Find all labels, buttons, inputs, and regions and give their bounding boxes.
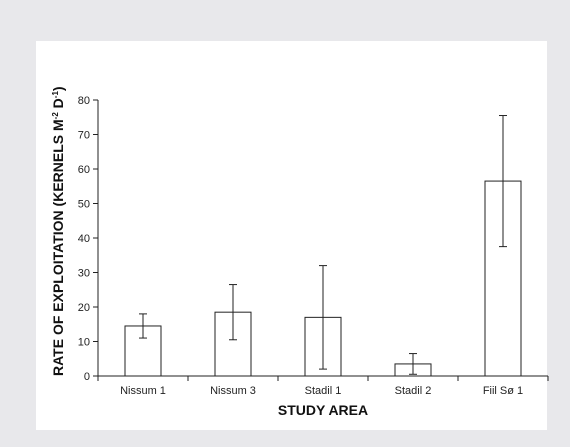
- y-tick-label: 60: [78, 164, 90, 176]
- x-tick-label: Stadil 1: [305, 385, 342, 397]
- x-tick-label: Stadil 2: [395, 385, 432, 397]
- y-tick-label: 10: [78, 337, 90, 349]
- y-tick-label: 0: [84, 371, 90, 383]
- y-tick-label: 40: [78, 233, 90, 245]
- x-tick-label: Nissum 1: [120, 385, 166, 397]
- y-tick-label: 30: [78, 268, 90, 280]
- y-axis-title-end: ): [50, 86, 66, 91]
- y-tick-label: 80: [78, 95, 90, 107]
- y-axis-title-sup1: -2: [51, 112, 60, 120]
- y-axis-title-main: RATE OF EXPLOITATION (KERNELS M: [50, 119, 66, 376]
- y-tick-label: 20: [78, 302, 90, 314]
- y-axis-title: RATE OF EXPLOITATION (KERNELS M-2 D-1): [50, 86, 66, 376]
- x-tick-label: Nissum 3: [210, 385, 256, 397]
- x-tick-label: Fiil Sø 1: [483, 385, 523, 397]
- x-axis-title: STUDY AREA: [278, 402, 368, 418]
- y-axis-title-mid: D: [50, 98, 66, 112]
- y-tick-label: 50: [78, 199, 90, 211]
- chart-panel: [36, 41, 547, 430]
- y-tick-label: 70: [78, 130, 90, 142]
- y-axis-title-sup2: -1: [51, 91, 60, 99]
